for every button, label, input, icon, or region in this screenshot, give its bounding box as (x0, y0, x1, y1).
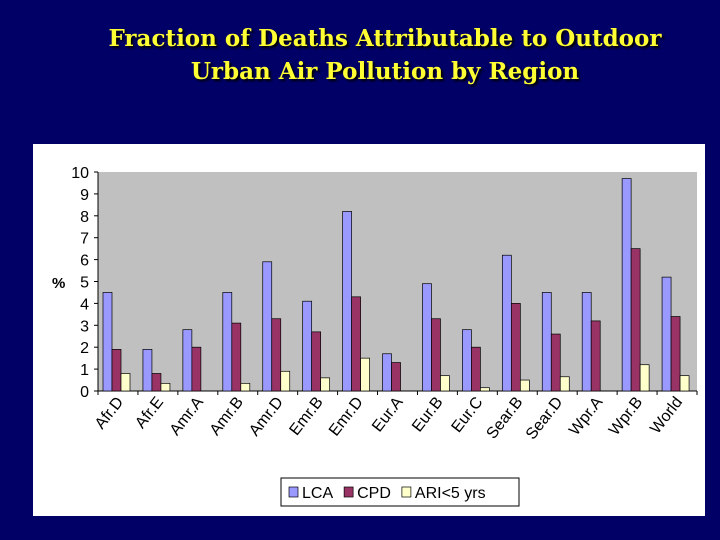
bar-ari-5-yrs-world (679, 375, 690, 392)
y-tick-label: 2 (80, 340, 89, 357)
y-tick-label: 10 (71, 165, 89, 182)
x-tick-label-emr-d: Emr.D (326, 394, 367, 439)
y-tick-label: 7 (80, 231, 89, 248)
bar-cpd-eur-b (431, 318, 441, 392)
bar-ari-5-yrs-sear-d (559, 376, 570, 392)
slide-title: Fraction of Deaths Attributable to Outdo… (0, 22, 720, 88)
x-tick-label-world: World (647, 394, 686, 437)
slide-title-line-1: Fraction of Deaths Attributable to Outdo… (108, 25, 662, 52)
bar-lca-sear-d (541, 292, 552, 392)
legend-swatch-lca (288, 486, 299, 498)
x-tick-label-wpr-b: Wpr.B (606, 394, 646, 439)
bar-cpd-emr-b (311, 331, 322, 392)
legend-swatch-cpd (343, 486, 354, 498)
y-tick-label: 5 (80, 275, 89, 292)
bar-lca-wpr-a (581, 292, 592, 392)
x-tick-label-amr-a: Amr.A (167, 394, 207, 439)
bar-lca-wpr-b (621, 178, 632, 392)
x-tick-label-eur-b: Eur.B (409, 394, 446, 435)
legend-swatch-ari-5-yrs (401, 486, 412, 498)
x-tick-label-emr-b: Emr.B (287, 394, 327, 439)
bar-ari-5-yrs-afr-d (120, 373, 131, 392)
bar-cpd-eur-a (391, 362, 401, 392)
legend-entry-ari-5-yrs: ARI<5 yrs (415, 485, 486, 502)
bar-cpd-sear-d (550, 333, 561, 392)
x-tick-label-eur-c: Eur.C (448, 394, 486, 436)
bar-cpd-amr-d (271, 318, 282, 392)
bar-cpd-wpr-b (630, 248, 641, 392)
bar-cpd-sear-b (510, 303, 521, 392)
legend-box (280, 477, 520, 507)
bar-ari-5-yrs-emr-d (360, 357, 370, 392)
bar-lca-world (661, 276, 672, 392)
x-tick-label-afr-e: Afr.E (132, 394, 167, 432)
bar-lca-eur-b (422, 283, 432, 392)
bar-lca-amr-d (262, 261, 273, 392)
y-axis-label: % (52, 275, 65, 292)
bar-ari-5-yrs-amr-b (240, 382, 251, 392)
x-tick-label-sear-b: Sear.B (483, 394, 526, 442)
y-tick-label: 3 (80, 318, 89, 335)
slide-title-line-2: Urban Air Pollution by Region (190, 58, 580, 85)
x-tick-label-amr-d: Amr.D (246, 394, 287, 439)
bar-cpd-amr-a (191, 346, 202, 392)
bar-cpd-emr-d (351, 296, 361, 392)
bar-lca-afr-d (102, 292, 113, 392)
x-tick-label-amr-b: Amr.B (207, 394, 247, 439)
bar-lca-emr-b (302, 300, 313, 392)
bar-cpd-world (670, 316, 681, 392)
bar-ari-5-yrs-afr-e (160, 382, 171, 392)
bar-lca-eur-a (382, 353, 392, 392)
bar-lca-sear-b (501, 254, 512, 392)
y-tick-label: 9 (80, 187, 89, 204)
bar-cpd-afr-e (151, 373, 162, 392)
bar-cpd-eur-c (471, 346, 481, 392)
bar-lca-amr-b (222, 292, 233, 392)
bar-lca-afr-e (142, 349, 153, 392)
bar-lca-emr-d (342, 211, 352, 392)
legend-entry-cpd: CPD (357, 485, 391, 502)
x-tick-label-eur-a: Eur.A (369, 394, 407, 436)
bar-ari-5-yrs-emr-b (320, 377, 331, 392)
legend-entry-lca: LCA (302, 485, 333, 502)
y-tick-label: 4 (80, 296, 89, 313)
bar-ari-5-yrs-eur-c (480, 387, 490, 392)
bar-lca-amr-a (182, 329, 193, 392)
x-tick-label-sear-d: Sear.D (523, 394, 567, 443)
y-tick-label: 6 (80, 253, 89, 270)
x-tick-label-afr-d: Afr.D (92, 394, 127, 432)
bar-ari-5-yrs-amr-d (280, 370, 291, 392)
bar-lca-eur-c (462, 329, 472, 392)
bar-ari-5-yrs-sear-b (519, 379, 530, 392)
y-tick-label: 8 (80, 209, 89, 226)
y-tick-label: 0 (80, 384, 89, 401)
chart-panel: 0 1 2 3 4 5 6 7 8 9 10 Afr.D Afr.E Amr.A Amr.B Amr.D Emr… (33, 144, 705, 516)
x-tick-label-wpr-a: Wpr.A (566, 394, 606, 439)
bar-cpd-wpr-a (590, 320, 601, 392)
bar-ari-5-yrs-eur-b (440, 375, 450, 392)
bar-cpd-amr-b (231, 322, 242, 392)
y-tick-label: 1 (80, 362, 89, 379)
bar-cpd-afr-d (111, 349, 122, 392)
bar-ari-5-yrs-wpr-b (639, 364, 650, 392)
